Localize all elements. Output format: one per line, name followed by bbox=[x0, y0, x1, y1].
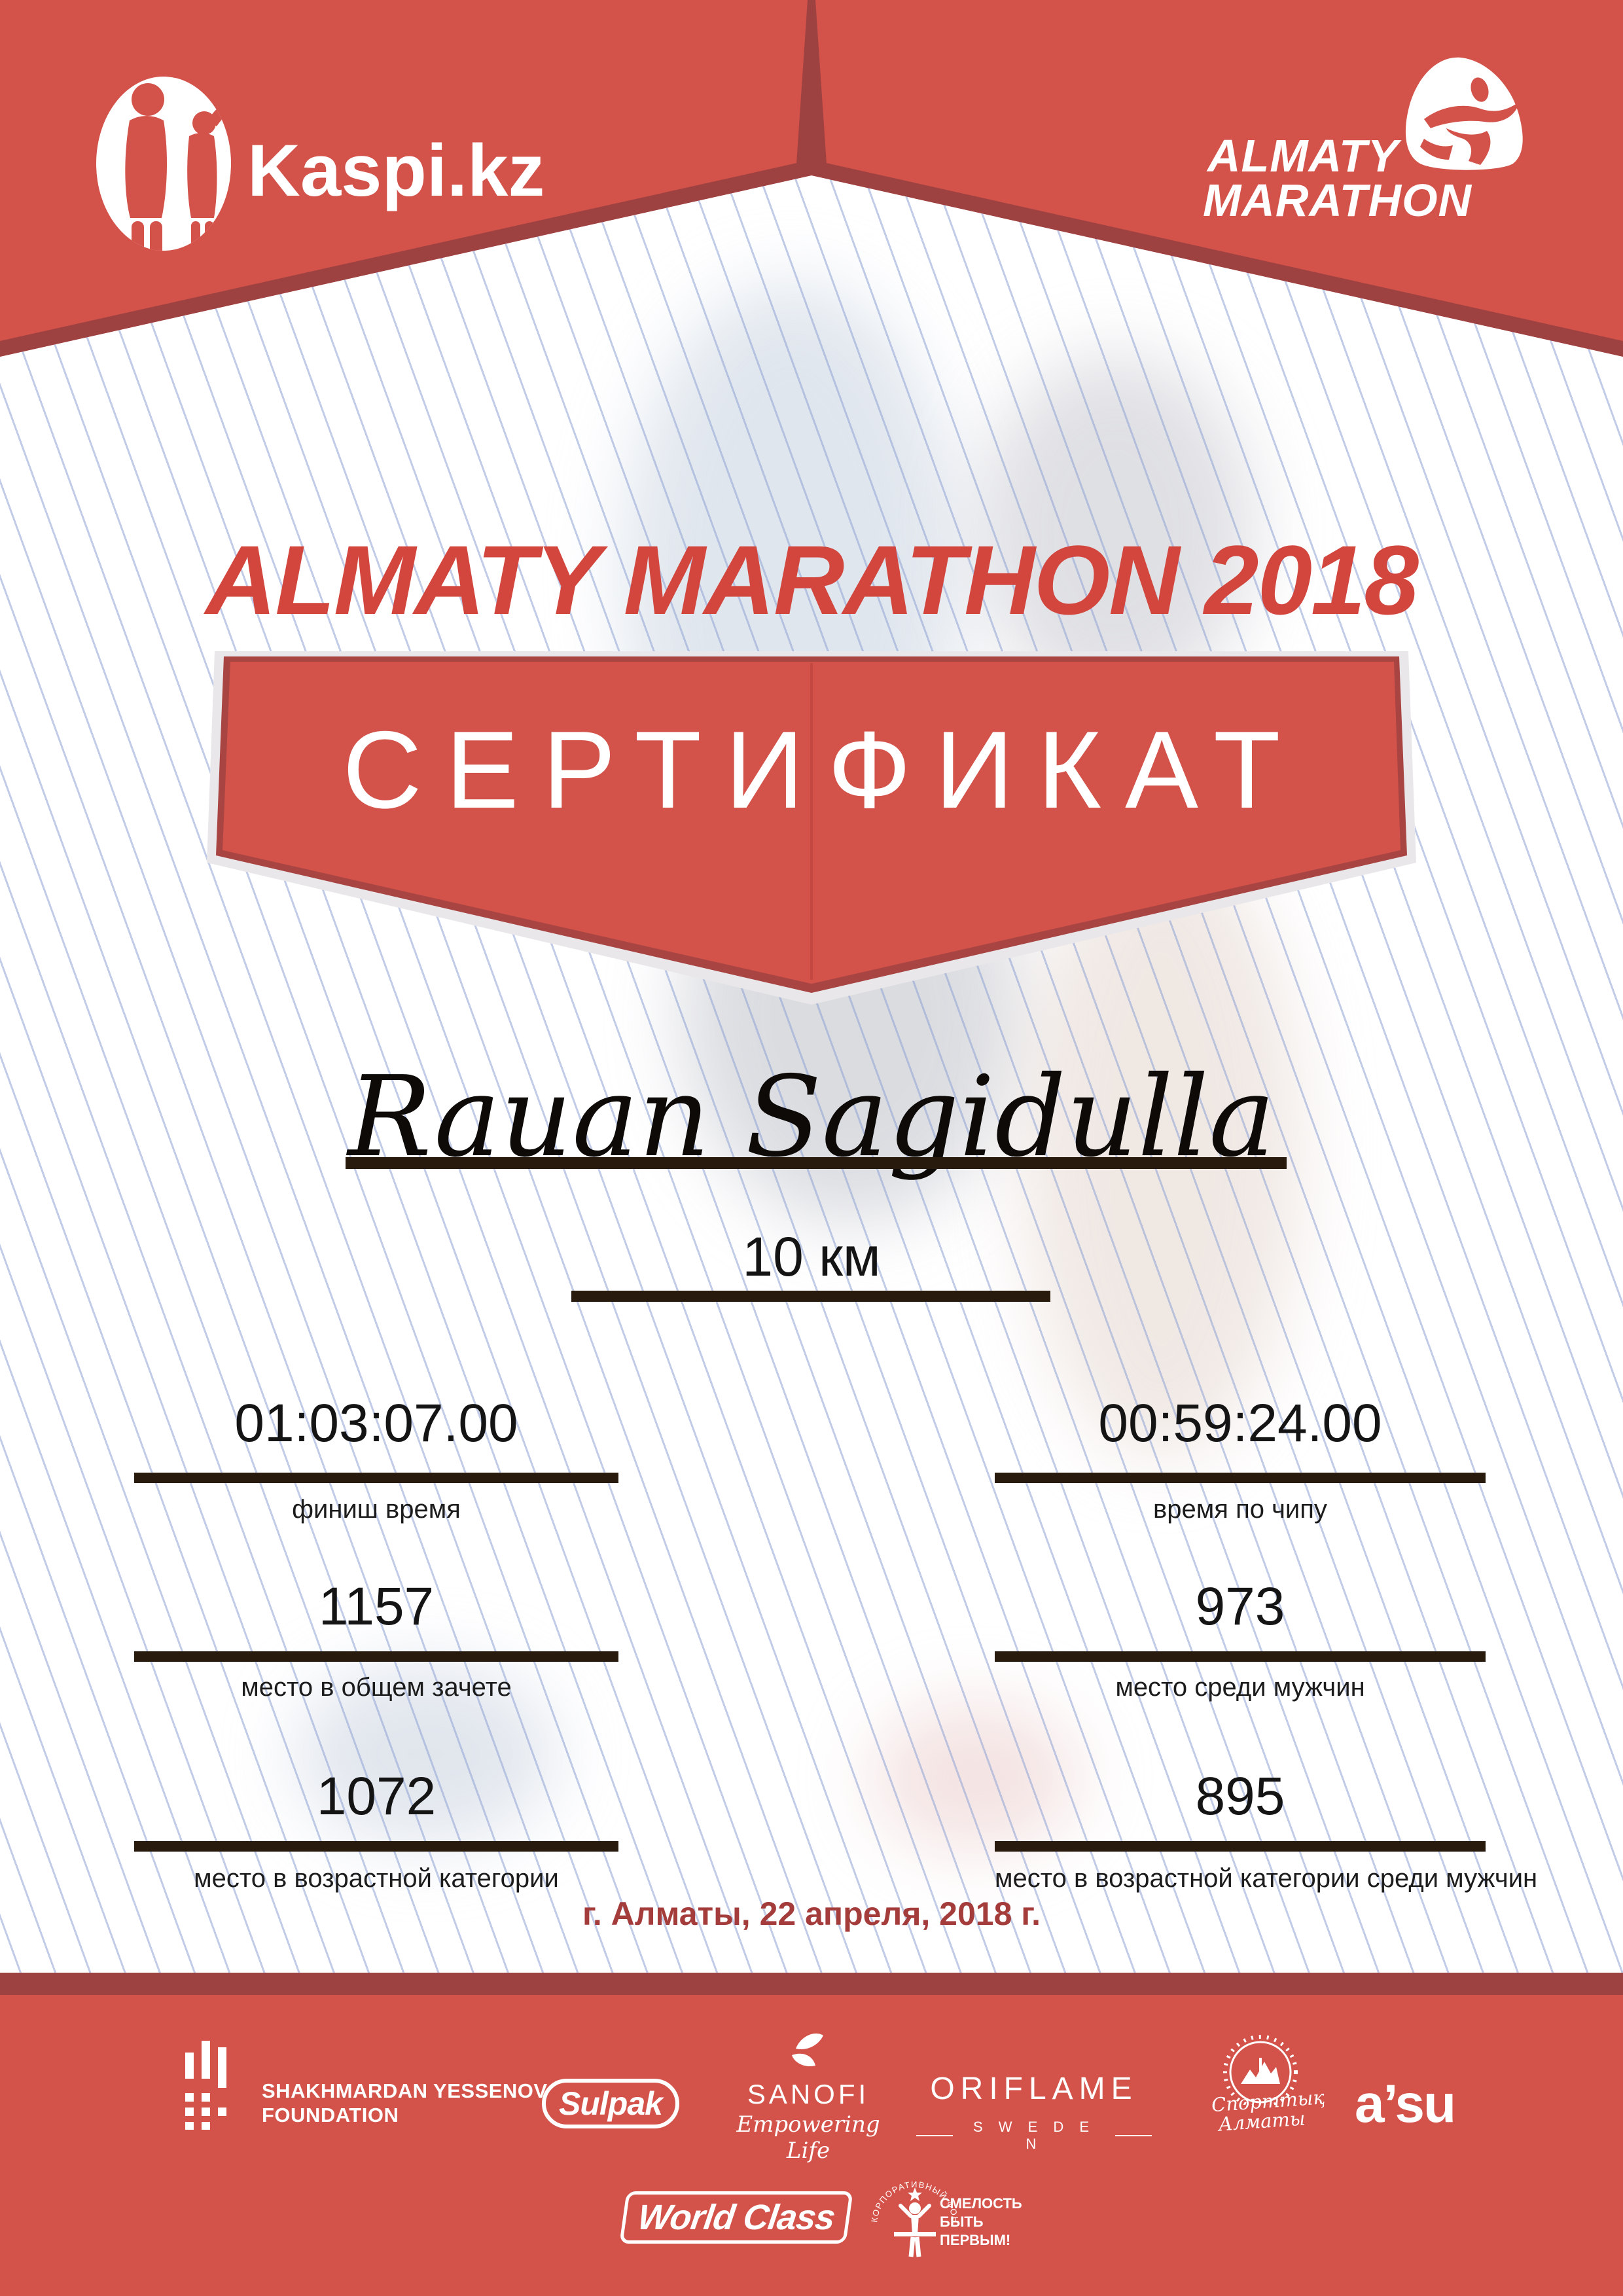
asu-logo: a’su bbox=[1355, 2074, 1456, 2134]
overall-place-label: место в общем зачете bbox=[241, 1673, 512, 1702]
world-class-label: World Class bbox=[635, 2198, 838, 2237]
men-place-label: место среди мужчин bbox=[1115, 1673, 1365, 1702]
sanofi-name: SANOFI bbox=[747, 2079, 870, 2109]
oriflame-rule-right bbox=[1115, 2135, 1152, 2136]
sanofi-tagline: Empowering Life bbox=[736, 2111, 880, 2164]
world-class-box: World Class bbox=[619, 2191, 853, 2244]
name-underline bbox=[346, 1157, 1287, 1169]
certificate-label: СЕРТИФИКАТ bbox=[342, 708, 1304, 831]
fund-slogan-line3: ПЕРВЫМ! bbox=[940, 2232, 1010, 2248]
fund-slogan-line1: СМЕЛОСТЬ bbox=[940, 2195, 1022, 2212]
age-men-place-value: 895 bbox=[1195, 1767, 1285, 1826]
men-place-underline bbox=[995, 1651, 1486, 1662]
sport-almaty-emblem-icon bbox=[1223, 2035, 1298, 2105]
chip-time-label: время по чипу bbox=[1153, 1495, 1327, 1524]
certificate-ribbon bbox=[207, 651, 1416, 1005]
header-red-shape bbox=[0, 0, 1623, 357]
page-title: ALMATY MARATHON 2018 bbox=[205, 525, 1419, 635]
yessenov-line2: FOUNDATION bbox=[262, 2104, 399, 2126]
age-place-label: место в возрастной категории bbox=[194, 1864, 559, 1893]
oriflame-rule-left bbox=[916, 2135, 954, 2136]
sanofi-bird-icon bbox=[792, 2033, 823, 2067]
men-place-value: 973 bbox=[1195, 1577, 1285, 1636]
oriflame-sub: S W E D E N bbox=[916, 2119, 1152, 2153]
kaspi-family-icon bbox=[96, 77, 231, 251]
finish-time-value: 01:03:07.00 bbox=[234, 1393, 518, 1453]
event-date: г. Алматы, 22 апреля, 2018 г. bbox=[582, 1895, 1041, 1932]
yessenov-line1: SHAKHMARDAN YESSENOV bbox=[262, 2079, 548, 2102]
almaty-marathon-logo-line2: MARATHON bbox=[1203, 175, 1472, 226]
footer-dark-strip bbox=[0, 1973, 1623, 1995]
participant-name: Rauan Sagidulla bbox=[348, 1052, 1275, 1182]
sulpak-label: Sulpak bbox=[559, 2085, 663, 2122]
world-class-logo: World Class bbox=[619, 2191, 853, 2244]
oriflame-name: ORIFLAME bbox=[930, 2072, 1138, 2106]
finish-time-label: финиш время bbox=[292, 1495, 461, 1524]
age-place-underline bbox=[134, 1841, 618, 1852]
chip-time-underline bbox=[995, 1473, 1486, 1483]
yessenov-foundation-icon bbox=[185, 2041, 226, 2130]
corporate-fund-logo: КОРПОРАТИВНЫЙ ФОНД СМЕЛОСТЬ БЫТЬ ПЕРВЫМ! bbox=[863, 2168, 1022, 2257]
chip-time-value: 00:59:24.00 bbox=[1098, 1393, 1382, 1453]
sulpak-logo: Sulpak bbox=[542, 2079, 679, 2128]
age-men-place-underline bbox=[995, 1841, 1486, 1852]
kaspi-logo-text: Kaspi.kz bbox=[247, 130, 545, 211]
oriflame-sweden: S W E D E N bbox=[972, 2119, 1096, 2152]
age-men-place-label: место в возрастной категории среди мужчи… bbox=[995, 1864, 1538, 1893]
fund-slogan-line2: БЫТЬ bbox=[940, 2214, 984, 2230]
yessenov-foundation-logo: SHAKHMARDAN YESSENOV FOUNDATION bbox=[262, 2079, 548, 2127]
overall-place-underline bbox=[134, 1651, 618, 1662]
distance-underline bbox=[571, 1291, 1050, 1302]
overall-place-value: 1157 bbox=[318, 1577, 435, 1636]
age-place-value: 1072 bbox=[316, 1767, 437, 1826]
oriflame-logo: ORIFLAME S W E D E N bbox=[916, 2071, 1152, 2153]
header-banner bbox=[0, 0, 1623, 357]
header-center-fold bbox=[796, 0, 827, 164]
sport-almaty-script: Спорттық Алматы bbox=[1211, 2086, 1325, 2135]
finish-time-underline bbox=[134, 1473, 618, 1483]
fund-figure-icon bbox=[894, 2187, 936, 2257]
runner-pebble-icon bbox=[1405, 57, 1523, 170]
ribbon-red-shape bbox=[223, 662, 1400, 984]
almaty-marathon-logo-line1: ALMATY bbox=[1207, 130, 1399, 181]
distance-value: 10 км bbox=[742, 1226, 881, 1287]
